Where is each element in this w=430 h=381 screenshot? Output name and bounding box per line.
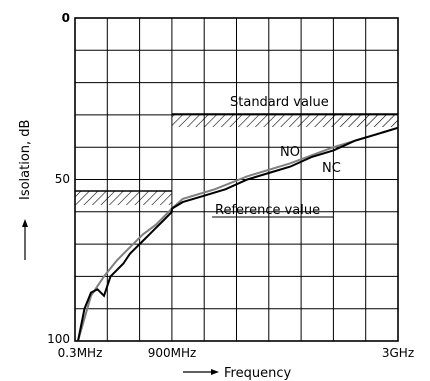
y-tick-50: 50 <box>55 172 70 186</box>
y-axis-title-group: Isolation, dB <box>18 120 33 200</box>
x-tick-0.3mhz: 0.3MHz <box>58 346 103 360</box>
plot-frame <box>74 17 399 342</box>
y-axis-title: Isolation, dB <box>18 120 33 200</box>
x-axis-arrowhead-icon <box>211 369 219 375</box>
grid <box>75 18 398 341</box>
annotation-reference-value: Reference value <box>215 203 320 218</box>
y-tick-0: 0 <box>62 11 70 25</box>
annotation-standard-value: Standard value <box>230 95 329 110</box>
x-axis-title: Frequency <box>224 366 291 381</box>
x-tick-3ghz: 3GHz <box>382 346 414 360</box>
standard-limit-high-band-hatch <box>172 114 398 127</box>
y-axis-arrowhead-icon <box>22 219 28 227</box>
standard-limit-low-band-hatch <box>75 191 172 205</box>
y-tick-100: 100 <box>47 332 70 346</box>
annotation-nc: NC <box>322 161 341 176</box>
series-nc-line <box>77 126 399 342</box>
x-tick-900mhz: 900MHz <box>148 346 197 360</box>
annotation-no: NO <box>280 145 300 160</box>
